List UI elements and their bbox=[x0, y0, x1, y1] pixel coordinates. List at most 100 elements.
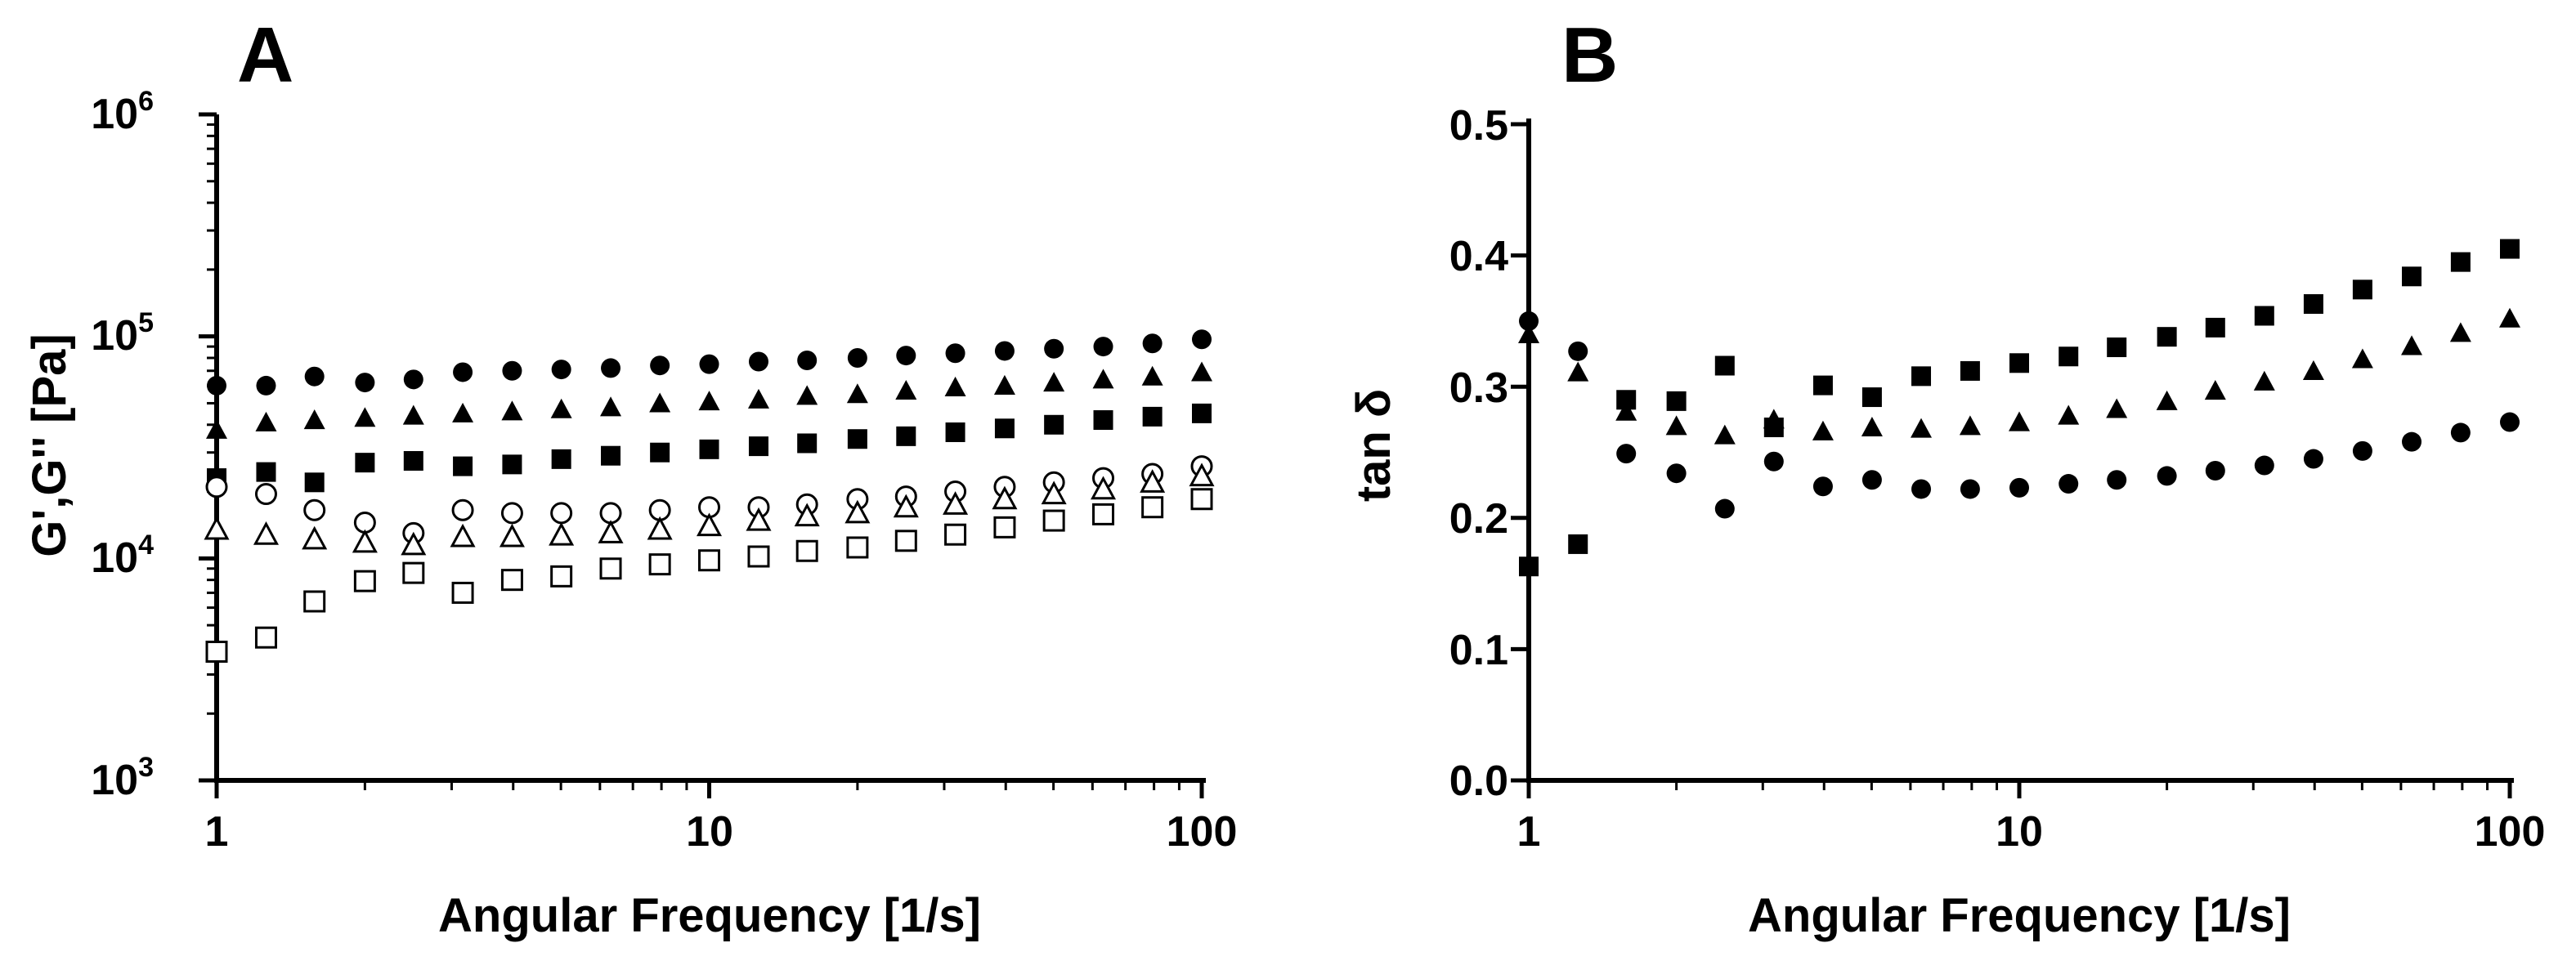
triangle-filled-point bbox=[1043, 372, 1065, 392]
square-open-point bbox=[1190, 488, 1213, 511]
triangle-filled-point bbox=[1763, 409, 1785, 429]
square-open-point bbox=[648, 553, 671, 576]
circle-filled-point bbox=[502, 360, 522, 381]
square-open-point bbox=[205, 640, 228, 663]
panel-b-x-ticks bbox=[1526, 780, 2512, 798]
triangle-filled-point bbox=[1665, 415, 1687, 436]
triangle-filled-point bbox=[944, 376, 966, 396]
triangle-filled-point bbox=[354, 407, 376, 427]
square-filled-point bbox=[748, 436, 768, 457]
triangle-filled-point bbox=[1861, 416, 1883, 437]
circle-filled-point bbox=[2303, 449, 2323, 469]
triangle-filled-point bbox=[1911, 418, 1933, 438]
triangle-open-point bbox=[696, 512, 723, 537]
square-open-point bbox=[894, 530, 917, 552]
circle-filled-point bbox=[1616, 444, 1637, 464]
x-tick-label: 100 bbox=[2475, 808, 2546, 856]
square-filled-point bbox=[1861, 387, 1882, 408]
y-tick-label: 104 bbox=[91, 530, 154, 582]
triangle-filled-point bbox=[2253, 370, 2275, 391]
panel-b-letter: B bbox=[1561, 11, 1618, 99]
circle-filled-point bbox=[1812, 476, 1833, 497]
triangle-filled-point bbox=[1615, 400, 1637, 421]
triangle-open-point bbox=[844, 499, 871, 524]
square-open-point bbox=[1092, 503, 1115, 525]
square-open-point bbox=[795, 539, 818, 562]
square-open-point bbox=[747, 545, 770, 568]
triangle-open-point bbox=[253, 521, 279, 545]
x-tick-label: 1 bbox=[205, 808, 229, 856]
triangle-filled-point bbox=[649, 392, 671, 413]
circle-filled-point bbox=[2254, 455, 2274, 476]
y-tick-label: 0.5 bbox=[1449, 102, 1508, 150]
triangle-filled-point bbox=[2106, 398, 2128, 418]
panel-a-letter: A bbox=[237, 11, 293, 99]
triangle-open-point bbox=[893, 494, 919, 518]
panel-b-y-tick-labels: 0.0 0.1 0.2 0.3 0.4 0.5 bbox=[1449, 102, 1508, 805]
panel-a-y-tick-labels: 103 104 105 106 bbox=[91, 86, 154, 804]
square-open-point bbox=[1141, 496, 1164, 519]
circle-filled-point bbox=[650, 355, 670, 376]
circle-filled-point bbox=[2205, 460, 2225, 480]
circle-filled-point bbox=[2450, 422, 2471, 443]
square-filled-point bbox=[2205, 317, 2225, 337]
triangle-filled-point bbox=[2156, 390, 2178, 410]
circle-filled-point bbox=[453, 362, 473, 382]
triangle-filled-point bbox=[993, 374, 1015, 395]
circle-filled-point bbox=[2402, 431, 2422, 452]
circle-filled-point bbox=[256, 375, 276, 396]
triangle-open-point bbox=[794, 503, 820, 527]
circle-filled-point bbox=[1044, 338, 1064, 359]
circle-filled-point bbox=[1192, 329, 1212, 350]
square-open-point bbox=[993, 516, 1016, 539]
panel-a-data-points bbox=[204, 329, 1215, 663]
square-open-point bbox=[599, 557, 622, 580]
triangle-open-point bbox=[401, 531, 427, 556]
square-open-point bbox=[254, 626, 277, 649]
circle-filled-point bbox=[1763, 451, 1784, 472]
triangle-filled-point bbox=[206, 418, 227, 439]
circle-filled-point bbox=[403, 369, 423, 390]
square-filled-point bbox=[896, 426, 916, 446]
triangle-open-point bbox=[302, 525, 328, 550]
circle-open-point bbox=[303, 498, 326, 521]
square-filled-point bbox=[403, 450, 423, 471]
triangle-filled-point bbox=[1567, 361, 1589, 382]
triangle-filled-point bbox=[846, 383, 868, 404]
triangle-filled-point bbox=[1959, 415, 1981, 436]
triangle-filled-point bbox=[2449, 322, 2471, 342]
triangle-filled-point bbox=[303, 409, 325, 430]
square-filled-point bbox=[2107, 337, 2127, 358]
square-filled-point bbox=[502, 454, 522, 475]
triangle-filled-point bbox=[2351, 348, 2373, 369]
x-tick-label: 1 bbox=[1517, 808, 1541, 856]
circle-filled-point bbox=[207, 375, 226, 396]
panel-a: A 103 104 105 106 1 10 100 Angular Frequ… bbox=[23, 11, 1237, 942]
square-open-point bbox=[698, 549, 720, 572]
circle-filled-point bbox=[1861, 470, 1882, 490]
square-filled-point bbox=[1911, 366, 1932, 387]
triangle-open-point bbox=[598, 520, 624, 543]
square-filled-point bbox=[797, 433, 818, 454]
circle-filled-point bbox=[748, 351, 768, 372]
triangle-filled-point bbox=[2009, 411, 2030, 431]
circle-open-point bbox=[550, 502, 573, 525]
circle-open-point bbox=[205, 476, 228, 498]
circle-open-point bbox=[500, 502, 523, 525]
triangle-filled-point bbox=[2204, 380, 2226, 400]
circle-filled-point bbox=[1960, 479, 1980, 499]
triangle-filled-point bbox=[2401, 335, 2423, 355]
circle-filled-point bbox=[2107, 470, 2127, 490]
y-tick-label: 0.3 bbox=[1449, 364, 1508, 412]
panel-b: B 0.0 0.1 0.2 0.3 0.4 0.5 1 10 100 Angul… bbox=[1347, 11, 2545, 942]
circle-filled-point bbox=[355, 373, 375, 393]
triangle-open-point bbox=[1041, 480, 1067, 505]
triangle-filled-point bbox=[600, 396, 622, 417]
triangle-filled-point bbox=[255, 411, 277, 431]
triangle-filled-point bbox=[1812, 420, 1834, 440]
circle-filled-point bbox=[551, 360, 571, 380]
square-open-point bbox=[402, 561, 425, 584]
triangle-open-point bbox=[549, 521, 575, 546]
triangle-filled-point bbox=[1518, 323, 1539, 344]
